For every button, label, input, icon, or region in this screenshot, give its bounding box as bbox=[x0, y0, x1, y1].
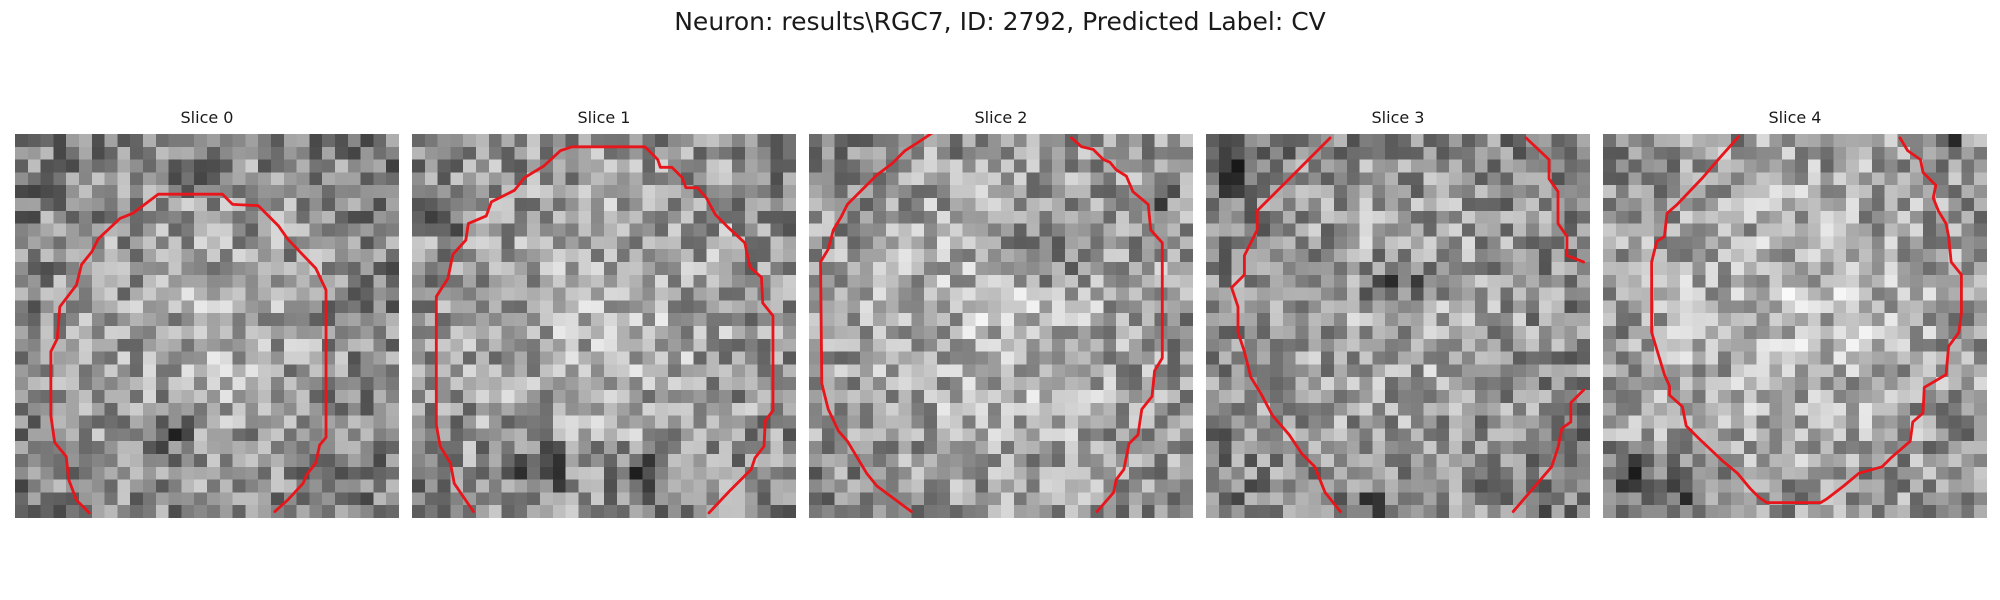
contour-line bbox=[1069, 136, 1164, 514]
figure-title: Neuron: results\RGC7, ID: 2792, Predicte… bbox=[674, 7, 1326, 36]
slice-image-0 bbox=[15, 134, 399, 518]
slice-title-4: Slice 4 bbox=[1768, 108, 1822, 127]
contour-line bbox=[819, 134, 934, 514]
slice-title-2: Slice 2 bbox=[974, 108, 1028, 127]
contour-line bbox=[1524, 136, 1586, 264]
slice-image-2 bbox=[809, 134, 1193, 518]
slice-title-0: Slice 0 bbox=[180, 108, 234, 127]
contour-line bbox=[434, 145, 775, 515]
slice-title-3: Slice 3 bbox=[1371, 108, 1425, 127]
contour-line bbox=[49, 192, 328, 515]
contour-line bbox=[1650, 135, 1963, 505]
slice-image-4 bbox=[1603, 134, 1987, 518]
slice-image-1 bbox=[412, 134, 796, 518]
contour-line bbox=[1511, 388, 1586, 514]
slice-title-1: Slice 1 bbox=[577, 108, 631, 127]
contour-line bbox=[1230, 136, 1342, 514]
slice-image-3 bbox=[1206, 134, 1590, 518]
